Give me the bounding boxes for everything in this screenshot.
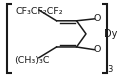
Text: O: O (93, 45, 100, 54)
Text: 3: 3 (107, 65, 113, 74)
Text: Dy: Dy (104, 29, 117, 39)
Text: CF₃CF₂CF₂: CF₃CF₂CF₂ (15, 7, 63, 16)
Text: (CH₃)₃C: (CH₃)₃C (14, 56, 50, 65)
Text: O: O (93, 14, 100, 23)
